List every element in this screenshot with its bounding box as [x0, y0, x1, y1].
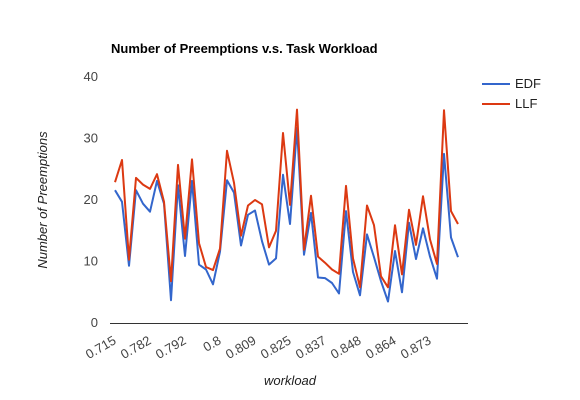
x-tick-label: 0.873 — [398, 333, 434, 362]
x-tick-labels: 0.715 0.782 0.792 0.8 0.809 0.825 0.837 0.848 0.… — [83, 333, 434, 362]
x-axis-title: workload — [264, 373, 317, 388]
y-axis-title: Number of Preemptions — [35, 131, 50, 269]
y-tick-label: 0 — [91, 315, 98, 330]
y-tick-label: 20 — [84, 192, 98, 207]
x-tick-label: 0.864 — [363, 333, 399, 362]
legend-item-llf: LLF — [482, 96, 537, 111]
legend-label-llf: LLF — [515, 96, 537, 111]
legend-item-edf: EDF — [482, 76, 541, 91]
x-tick-label: 0.848 — [328, 333, 364, 362]
x-tick-label: 0.792 — [153, 333, 189, 362]
series-line-llf — [114, 108, 459, 289]
x-tick-label: 0.782 — [118, 333, 154, 362]
series-line-edf — [114, 127, 459, 303]
x-tick-label: 0.825 — [258, 333, 294, 362]
legend-label-edf: EDF — [515, 76, 541, 91]
y-tick-label: 40 — [84, 69, 98, 84]
x-tick-label: 0.8 — [200, 333, 223, 355]
y-tick-label: 30 — [84, 131, 98, 146]
chart-title: Number of Preemptions v.s. Task Workload — [111, 41, 378, 56]
legend: EDF LLF — [482, 76, 541, 111]
y-tick-labels: 0 10 20 30 40 — [84, 69, 98, 330]
x-tick-label: 0.715 — [83, 333, 119, 362]
x-tick-label: 0.809 — [223, 333, 259, 362]
x-tick-label: 0.837 — [293, 333, 329, 362]
y-tick-label: 10 — [84, 254, 98, 269]
series-lines — [114, 108, 459, 303]
